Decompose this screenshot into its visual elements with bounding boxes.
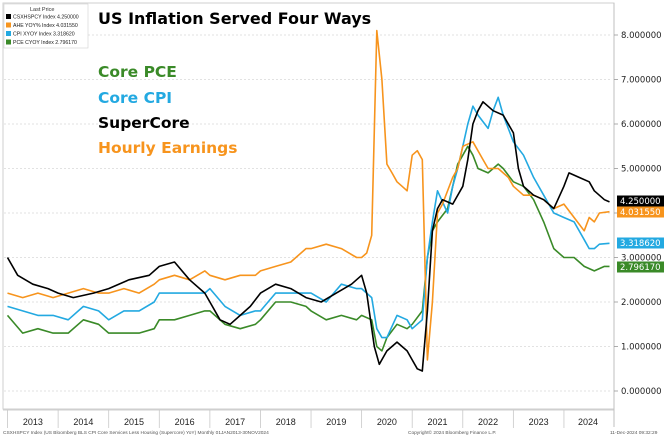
x-tick-label: 2015: [124, 417, 144, 427]
legend-entry-cpi: CPI XYOY Index 3.318620: [13, 32, 75, 38]
footer-source: CSXHSPCY Index (US Bloomberg BLS CPI Cor…: [3, 430, 269, 436]
legend-entry-pce: PCE CYOY Index 2.796170: [13, 40, 77, 46]
legend-header: Last Price: [30, 7, 54, 13]
last-price-value: 4.250000: [620, 197, 661, 207]
series-line-ahe: [7, 29, 610, 361]
last-price-value: 2.796170: [620, 263, 661, 273]
series-lines: [6, 29, 610, 372]
last-price-value: 4.031550: [620, 208, 661, 218]
y-tick-label: 8.000000: [621, 31, 662, 41]
y-tick-label: 5.000000: [621, 165, 662, 175]
title-legend-item: Core PCE: [98, 63, 177, 81]
series-line-super: [6, 101, 610, 372]
x-tick-label: 2021: [427, 417, 447, 427]
x-tick-label: 2020: [377, 417, 397, 427]
series-line-cpi: [7, 96, 610, 339]
small-legend: Last Price CSXHSPCY Index 4.250000 AHE YO…: [3, 3, 89, 49]
y-tick-label: 2.000000: [621, 298, 662, 308]
legend-swatch-ahe: [6, 22, 11, 28]
legend-entry-super: CSXHSPCY Index 4.250000: [13, 15, 79, 21]
y-tick-label: 1.000000: [621, 343, 662, 353]
gridlines: [4, 34, 612, 392]
last-price-label-super: 4.250000: [617, 195, 664, 207]
title-legend-item: SuperCore: [98, 114, 190, 132]
y-tick-label: 6.000000: [621, 120, 662, 130]
last-price-label-cpi: 3.318620: [617, 237, 664, 249]
y-tick-label: 7.000000: [621, 76, 662, 86]
x-tick-label: 2018: [276, 417, 296, 427]
x-tick-label: 2017: [225, 417, 245, 427]
x-tick-label: 2022: [478, 417, 498, 427]
y-tick-label: 3.000000: [621, 254, 662, 264]
legend-entry-ahe: AHE YOY% Index 4.031550: [13, 23, 78, 29]
series-line-pce: [6, 145, 610, 352]
x-tick-label: 2014: [73, 417, 93, 427]
x-tick-label: 2013: [23, 417, 43, 427]
x-tick-label: 2019: [326, 417, 346, 427]
chart-title: US Inflation Served Four Ways: [98, 9, 371, 28]
title-legend-item: Hourly Earnings: [98, 139, 238, 157]
last-price-label-pce: 2.796170: [617, 261, 664, 273]
title-legend: Core PCE Core CPI SuperCore Hourly Earnings: [98, 63, 238, 157]
x-axis: 2013 2014 2015 2016 2017 2018 2019 2020 2021 2022…: [3, 409, 614, 428]
legend-swatch-cpi: [6, 31, 11, 36]
title-legend-item: Core CPI: [98, 89, 172, 107]
footer-timestamp: 11-Dec-2024 09:32:29: [610, 430, 658, 436]
x-tick-label: 2024: [578, 417, 598, 427]
last-price-value: 3.318620: [620, 239, 661, 249]
legend-swatch-super: [6, 14, 11, 19]
x-tick-label: 2023: [529, 417, 549, 427]
last-price-label-ahe: 4.031550: [617, 206, 664, 218]
footer-copyright: Copyright© 2024 Bloomberg Finance L.P.: [408, 429, 496, 436]
y-tick-label: 0.000000: [621, 387, 662, 397]
legend-swatch-pce: [6, 39, 11, 45]
x-tick-label: 2016: [175, 417, 195, 427]
